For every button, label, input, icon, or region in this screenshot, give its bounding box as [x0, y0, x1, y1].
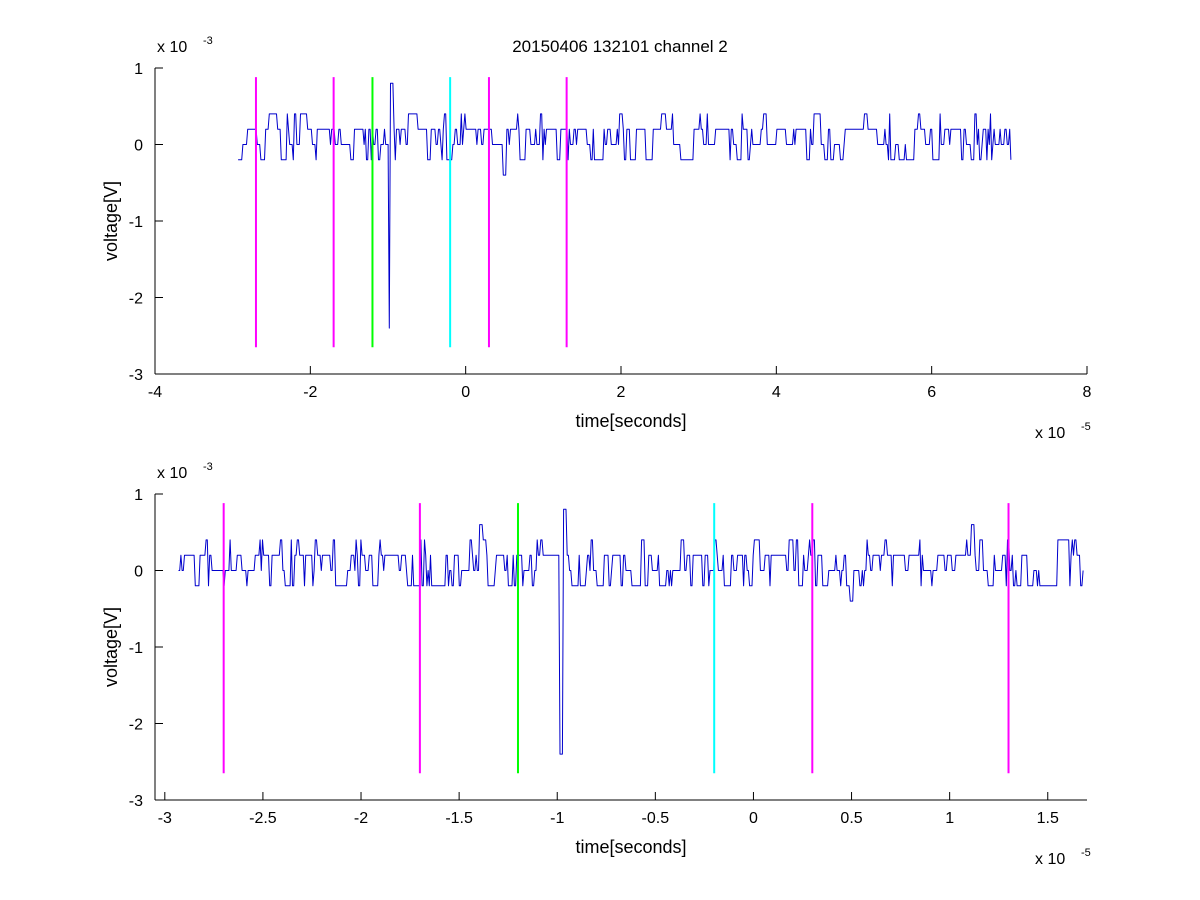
- y-tick-label: -1: [129, 640, 143, 657]
- x-tick-label: -2.5: [249, 810, 277, 827]
- x-tick-label: -1.5: [445, 810, 473, 827]
- y-tick-label: -3: [129, 793, 143, 810]
- y-exponent-sup: -3: [203, 35, 213, 47]
- x-tick-label: -3: [158, 810, 172, 827]
- top-plot: -4 -2 0 2 4 6 8 -3 -2 -1 0 1 time[seconds] voltage[V]…: [101, 35, 1092, 442]
- figure-title: 20150406 132101 channel 2: [512, 37, 728, 56]
- x-exponent-sup: -5: [1081, 847, 1091, 859]
- y-tick-label: -2: [129, 291, 143, 308]
- x-tick-label: 6: [927, 384, 936, 401]
- x-tick-label: 1.5: [1037, 810, 1059, 827]
- x-axis-label: time[seconds]: [575, 411, 686, 431]
- y-axis-label: voltage[V]: [101, 607, 121, 687]
- x-tick-label: 0: [749, 810, 758, 827]
- y-exponent-label: x 10: [157, 39, 187, 56]
- y-exponent-label: x 10: [157, 465, 187, 482]
- y-tick-label: -1: [129, 214, 143, 231]
- y-tick-label: 1: [134, 487, 143, 504]
- bottom-plot: -3 -2.5 -2 -1.5 -1 -0.5 0 0.5 1 1.5 -3 -2 -1 0 1 time[s…: [101, 461, 1091, 868]
- x-tick-label: 4: [772, 384, 781, 401]
- y-tick-label: 1: [134, 61, 143, 78]
- signal-trace: [238, 82, 1012, 329]
- y-tick-label: -3: [129, 367, 143, 384]
- x-exponent-label: x 10: [1035, 851, 1065, 868]
- x-tick-label: -4: [148, 384, 162, 401]
- x-tick-label: -0.5: [642, 810, 670, 827]
- x-tick-label: -2: [303, 384, 317, 401]
- x-tick-label: 0.5: [840, 810, 862, 827]
- y-tick-label: 0: [134, 138, 143, 155]
- y-exponent-sup: -3: [203, 461, 213, 473]
- x-tick-label: -2: [354, 810, 368, 827]
- x-exponent-sup: -5: [1081, 421, 1091, 433]
- y-tick-label: -2: [129, 717, 143, 734]
- x-tick-label: 1: [945, 810, 954, 827]
- x-tick-label: 2: [617, 384, 626, 401]
- x-axis-label: time[seconds]: [575, 837, 686, 857]
- x-tick-label: 8: [1083, 384, 1092, 401]
- x-exponent-label: x 10: [1035, 425, 1065, 442]
- signal-trace: [178, 508, 1084, 755]
- x-tick-label: -1: [550, 810, 564, 827]
- y-axis-label: voltage[V]: [101, 181, 121, 261]
- x-tick-label: 0: [461, 384, 470, 401]
- y-tick-label: 0: [134, 564, 143, 581]
